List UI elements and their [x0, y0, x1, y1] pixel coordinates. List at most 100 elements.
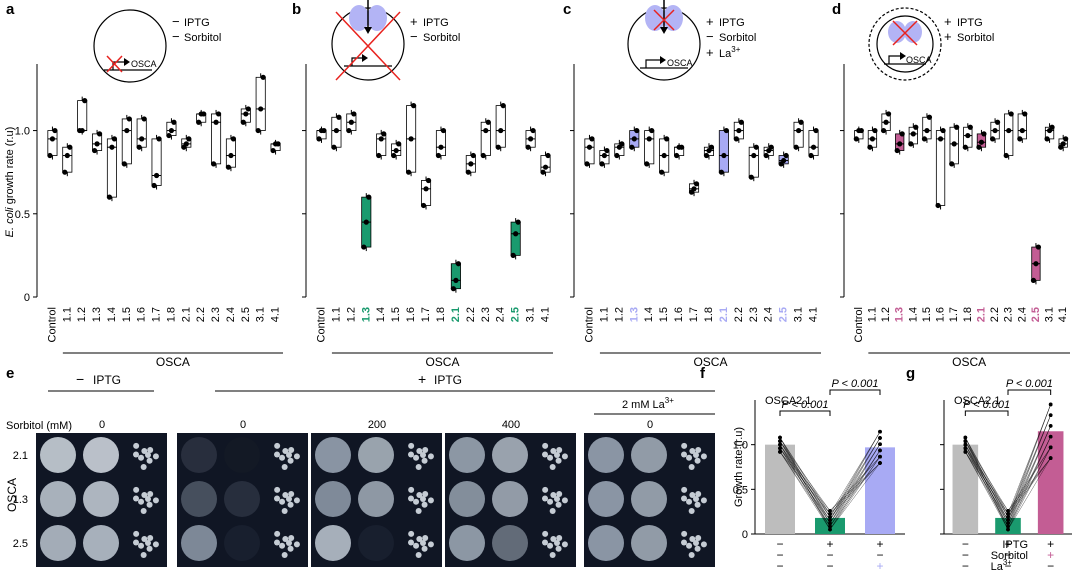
spot [358, 481, 394, 517]
colony [279, 498, 286, 505]
data-point [510, 252, 516, 258]
data-point [513, 231, 519, 237]
colony [542, 530, 549, 537]
colony [681, 530, 688, 537]
data-point [978, 139, 985, 145]
paired-point [828, 527, 832, 532]
data-point [196, 119, 202, 125]
colony [281, 507, 288, 514]
tick-label-1.3: 1.3 [91, 307, 103, 322]
paired-point [1048, 424, 1053, 428]
data-point [1022, 111, 1028, 117]
spot [492, 525, 528, 561]
legend-sign-sorbitol-d: + [944, 29, 952, 44]
data-point [733, 136, 739, 142]
data-point [924, 127, 930, 134]
data-point [867, 144, 873, 150]
colony [547, 542, 554, 549]
colony [274, 530, 281, 537]
data-point [965, 132, 971, 139]
legend-sign-sorbitol-a: − [172, 29, 180, 44]
y-tick-label: 1.0 [733, 440, 748, 452]
data-point [270, 147, 276, 154]
paired-point [878, 429, 882, 434]
condition-sign: + [1047, 548, 1054, 562]
data-point [763, 152, 769, 159]
panel-label-a: a [6, 1, 15, 18]
legend-la-text-c: La [719, 48, 732, 60]
cross-icon-c [653, 9, 675, 31]
cross-icon-d [892, 20, 918, 46]
tick-label-1.3: 1.3 [360, 307, 372, 322]
colony [413, 498, 420, 505]
spot [224, 525, 260, 561]
tick-label-1.2: 1.2 [76, 307, 88, 322]
data-point [213, 119, 219, 125]
paired-point [778, 435, 782, 440]
spot [40, 437, 76, 473]
tick-label-2.5: 2.5 [240, 307, 252, 322]
data-point [455, 261, 462, 267]
condition-sign: − [776, 537, 783, 551]
colony [681, 486, 688, 493]
tick-label-2.4: 2.4 [1016, 307, 1028, 322]
tick-label-1.5: 1.5 [390, 307, 402, 322]
data-point [962, 144, 968, 150]
data-point [599, 161, 605, 167]
tick-label-1.2: 1.2 [345, 307, 357, 322]
condition-sign: + [1047, 537, 1054, 551]
panel-label-e: e [6, 365, 14, 382]
data-point [440, 127, 447, 134]
tick-label-1.8: 1.8 [962, 307, 974, 322]
colony [140, 507, 147, 514]
colony [274, 495, 281, 502]
colony [688, 551, 695, 558]
legend-sign-iptg-b: + [410, 14, 418, 29]
colony [287, 501, 294, 508]
data-point [885, 111, 892, 117]
colony [133, 495, 140, 502]
colony [700, 497, 707, 504]
colony [549, 507, 556, 514]
tick-label-1.4: 1.4 [375, 307, 387, 322]
data-point [378, 136, 384, 142]
data-point [405, 169, 412, 175]
condition-sign: − [962, 537, 969, 551]
colony [688, 463, 695, 470]
data-point [1033, 261, 1039, 267]
data-point [1006, 127, 1012, 134]
plate-sorbitol-value: 400 [502, 419, 520, 431]
data-point [483, 127, 489, 134]
colony [415, 551, 422, 558]
colony [422, 446, 429, 453]
y-tick-label: 0.5 [15, 209, 30, 221]
minus-iptg-sign: − [76, 371, 84, 387]
data-point [793, 144, 799, 150]
paired-point [1006, 521, 1010, 526]
colony [146, 501, 153, 508]
data-point [52, 127, 58, 134]
data-point [664, 136, 670, 142]
data-point [381, 131, 387, 137]
tick-label-1.8: 1.8 [703, 307, 715, 322]
data-point [361, 244, 367, 250]
plus-iptg-label: IPTG [434, 373, 462, 387]
panel-label-f: f [700, 365, 706, 382]
colony [287, 457, 294, 464]
paired-point [828, 521, 832, 526]
colony [554, 496, 560, 502]
tick-label-1.8: 1.8 [165, 307, 177, 322]
data-point [629, 144, 635, 150]
colony [288, 534, 295, 541]
data-point [111, 136, 118, 142]
paired-point [1006, 508, 1010, 513]
colony [145, 452, 151, 458]
tick-label-Control: Control [46, 307, 58, 342]
tick-label-2.2: 2.2 [733, 307, 745, 322]
tick-label-1.2: 1.2 [613, 307, 625, 322]
paired-point [778, 450, 782, 454]
y-axis-label-rest: growth rate (r.u) [4, 127, 16, 208]
spot [83, 481, 119, 517]
condition-sign: − [1004, 559, 1011, 572]
